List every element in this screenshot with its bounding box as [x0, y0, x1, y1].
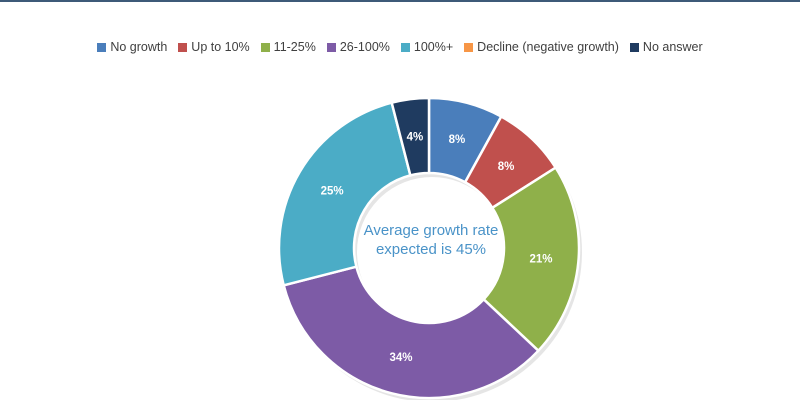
legend-swatch	[629, 42, 639, 52]
legend-item-decline: Decline (negative growth)	[464, 40, 619, 54]
data-label-26-100: 34%	[390, 352, 413, 364]
legend-item-no-answer: No answer	[629, 40, 703, 54]
legend-item-11-25: 11-25%	[260, 40, 316, 54]
center-annotation: Average growth rate expected is 45%	[363, 222, 499, 258]
legend-swatch	[326, 42, 336, 52]
legend-label: Decline (negative growth)	[477, 40, 619, 54]
chart-legend: No growth Up to 10% 11-25% 26-100% 100%+…	[0, 40, 800, 54]
legend-swatch	[464, 42, 474, 52]
data-label-11-25: 21%	[529, 254, 552, 266]
legend-item-no-growth: No growth	[97, 40, 167, 54]
legend-item-up-to-10: Up to 10%	[178, 40, 250, 54]
data-label-up-to-10: 8%	[498, 161, 515, 173]
data-label-100: 25%	[321, 186, 344, 198]
legend-swatch	[400, 42, 410, 52]
slice-26-100	[282, 265, 541, 400]
legend-swatch	[260, 42, 270, 52]
legend-swatch	[178, 42, 188, 52]
legend-label: No growth	[110, 40, 168, 54]
top-divider	[0, 0, 800, 2]
legend-swatch	[97, 42, 107, 52]
slice-no-answer	[390, 96, 431, 177]
slice-100	[277, 101, 412, 287]
legend-label: 26-100%	[339, 40, 390, 54]
legend-label: No answer	[642, 40, 703, 54]
slice-11-25	[481, 165, 581, 353]
legend-label: 11-25%	[273, 40, 316, 54]
data-label-no-growth: 8%	[449, 134, 466, 146]
legend-label: 100%+	[413, 40, 454, 54]
legend-label: Up to 10%	[191, 40, 250, 54]
legend-item-26-100: 26-100%	[326, 40, 390, 54]
data-label-no-answer: 4%	[407, 131, 424, 143]
legend-item-100-plus: 100%+	[400, 40, 454, 54]
